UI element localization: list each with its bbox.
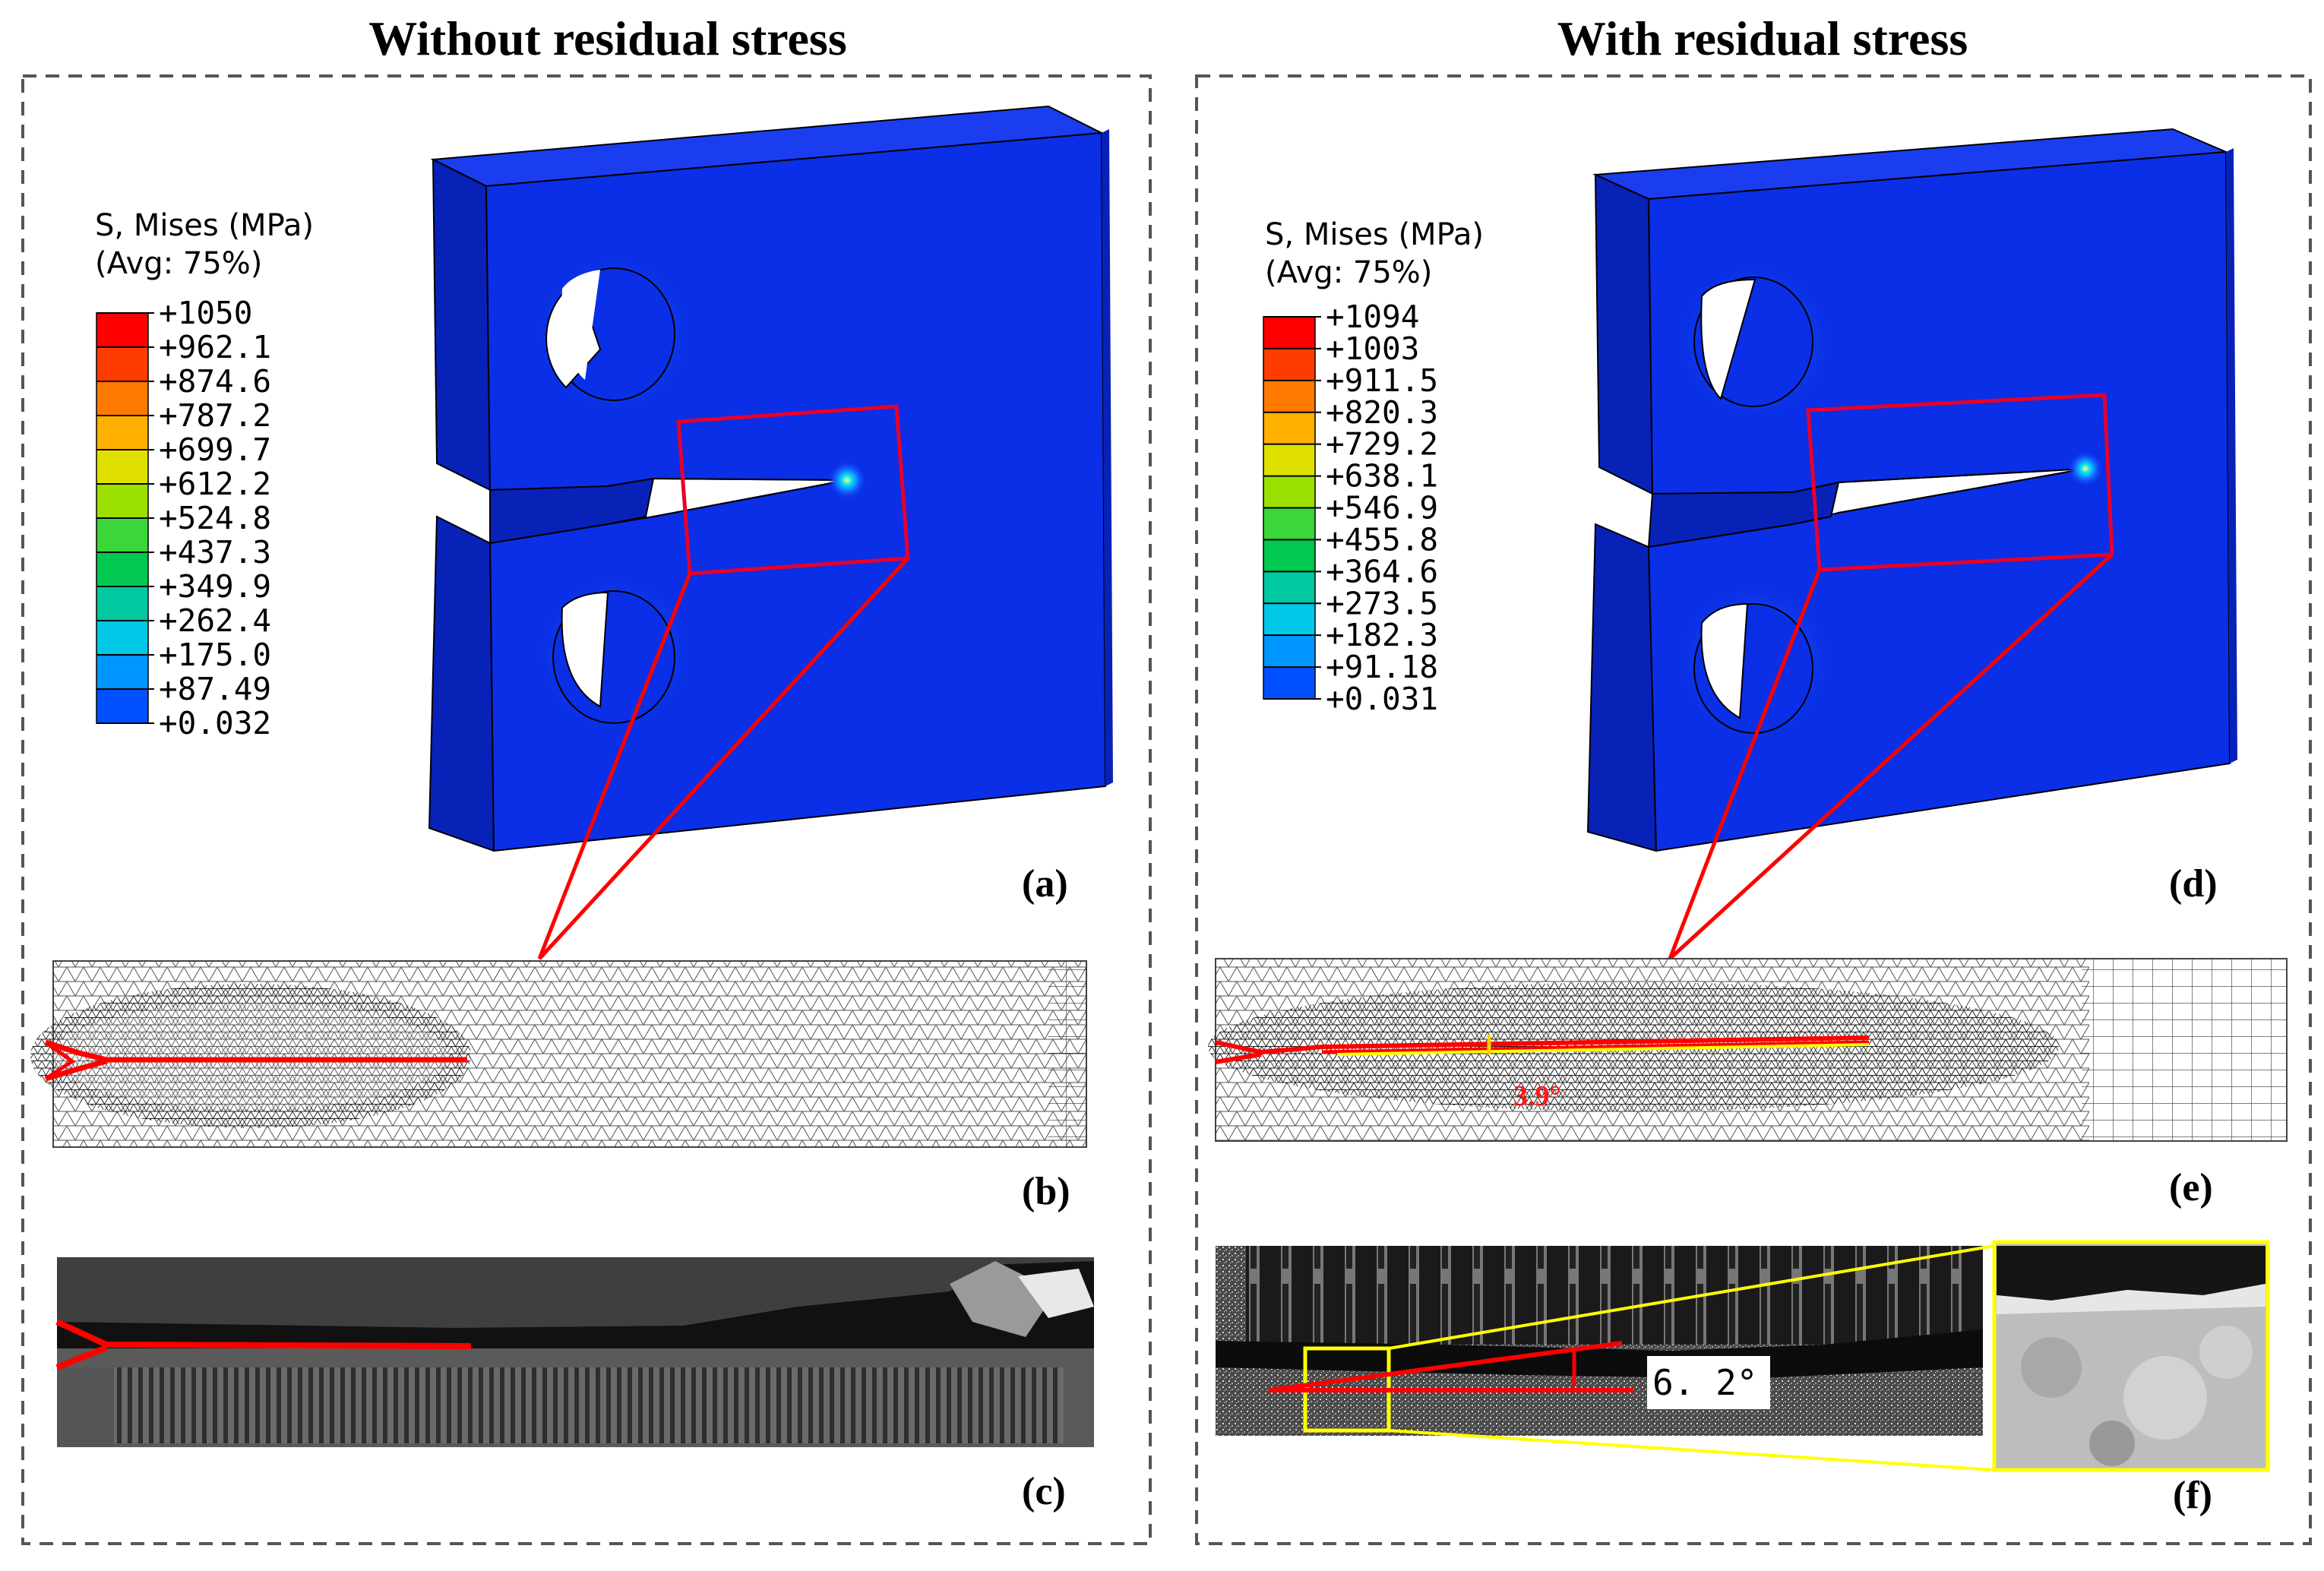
colorbar-tick-label: +1003 [1326,330,1419,367]
colorbar-segment [1263,603,1315,636]
legend-left: S, Mises (MPa) (Avg: 75%) +1050+962.1+87… [95,208,314,741]
colorbar-segment [96,518,148,553]
left-panel-border [21,74,1152,1545]
colorbar-tick-label: +0.032 [159,705,271,741]
colorbar-segment [96,484,148,519]
crack-line-e [1215,1035,1870,1064]
panel-label-b: (b) [1022,1170,1070,1213]
legend-right-title1: S, Mises (MPa) [1265,217,1484,252]
colorbar-segment [96,689,148,724]
colorbar-tick-label: +273.5 [1326,585,1438,621]
colorbar-left [96,312,149,724]
colorbar-segment [1263,571,1315,604]
inset-photo-f [1992,1240,2270,1472]
legend-right-title2: (Avg: 75%) [1265,255,1432,290]
colorbar-segment [96,655,148,690]
ticks-right: +1094+1003+911.5+820.3+729.2+638.1+546.9… [1263,299,1438,717]
colorbar-segment [96,313,148,348]
colorbar-segment [96,621,148,656]
legend-left-title1: S, Mises (MPa) [95,208,314,243]
colorbar-tick-label: +87.49 [159,671,271,707]
colorbar-segment [96,586,148,621]
zoom-line-d2 [1668,553,2114,960]
crack-line-c [55,1319,472,1370]
colorbar-tick-label: +911.5 [1326,362,1438,399]
colorbar-segment [1263,317,1315,349]
colorbar-segment [1263,539,1315,572]
colorbar-tick-label: +91.18 [1326,649,1438,685]
colorbar-segment [96,552,148,587]
colorbar-tick-label: +729.2 [1326,426,1438,463]
colorbar-segment [1263,380,1315,413]
zoom-line-d1 [1668,569,1822,959]
specimen-a [428,105,1113,852]
colorbar-segment [96,450,148,485]
colorbar-tick-label: +874.6 [159,363,271,400]
panel-label-f: (f) [2173,1474,2212,1517]
ticks-left: +1050+962.1+874.6+787.2+699.7+612.2+524.… [96,295,271,741]
colorbar-tick-label: +524.8 [159,500,271,536]
right-panel-border [1195,74,2312,1545]
colorbar-segment [1263,667,1315,700]
angle-simulated: 3.9° [1513,1080,1561,1112]
colorbar-tick-label: +1094 [1326,299,1419,335]
left-title: Without residual stress [368,11,846,65]
panel-label-e: (e) [2169,1166,2213,1209]
colorbar-tick-label: +175.0 [159,637,271,673]
colorbar-tick-label: +612.2 [159,466,271,502]
colorbar-segment [1263,444,1315,477]
panel-label-d: (d) [2169,862,2218,906]
legend-left-title2: (Avg: 75%) [95,246,262,281]
colorbar-tick-label: +437.3 [159,534,271,571]
colorbar-segment [1263,635,1315,668]
crack-lines-f [1268,1341,1633,1392]
colorbar-segment [1263,476,1315,508]
angle-experimental: 6. 2° [1652,1362,1757,1403]
colorbar-tick-label: +364.6 [1326,553,1438,590]
mesh-panel-b [30,960,1087,1148]
colorbar-tick-label: +546.9 [1326,490,1438,526]
colorbar-tick-label: +182.3 [1326,617,1438,653]
crack-line-b [44,1039,467,1082]
colorbar-segment [96,347,148,382]
angle-experimental-bg [1647,1356,1770,1409]
photo-panel-c [57,1257,1094,1447]
colorbar-segment [1263,348,1315,381]
panel-label-a: (a) [1022,862,1068,906]
colorbar-tick-label: +787.2 [159,397,271,434]
colorbar-segment [96,416,148,450]
colorbar-tick-label: +820.3 [1326,394,1438,431]
colorbar-tick-label: +349.9 [159,568,271,605]
colorbar-tick-label: +638.1 [1326,458,1438,495]
colorbar-right [1263,316,1316,700]
colorbar-tick-label: +699.7 [159,431,271,468]
colorbar-segment [1263,412,1315,445]
panel-label-c: (c) [1022,1470,1066,1513]
colorbar-tick-label: +262.4 [159,602,271,639]
right-title: With residual stress [1557,11,1968,65]
legend-right: S, Mises (MPa) (Avg: 75%) +1094+1003+911… [1263,217,1484,717]
colorbar-tick-label: +962.1 [159,329,271,365]
colorbar-segment [96,381,148,416]
specimen-d [1586,128,2237,852]
photo-panel-f [1216,1246,1983,1436]
colorbar-segment [1263,507,1315,540]
colorbar-tick-label: +1050 [159,295,252,331]
colorbar-tick-label: +455.8 [1326,521,1438,558]
colorbar-tick-label: +0.031 [1326,681,1438,717]
zoom-line-a2 [538,557,909,960]
zoom-line-a1 [537,573,692,959]
